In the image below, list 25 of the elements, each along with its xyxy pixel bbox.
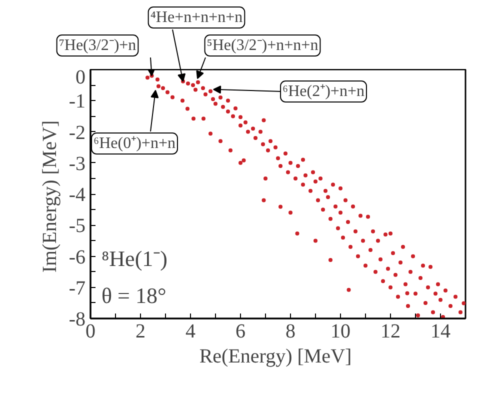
y-tick-label: -6: [68, 246, 86, 268]
annotation: θ = 18°: [102, 283, 166, 308]
y-tick-label: -1: [68, 90, 86, 113]
x-tick-label: 8: [286, 320, 296, 342]
x-tick-label: 14: [430, 320, 450, 342]
y-tick-label: 0: [76, 66, 86, 88]
x-tick-label: 2: [136, 320, 146, 342]
y-tick-label: -7: [68, 277, 86, 300]
annotation: ⁶He(0⁺)+n+n: [94, 135, 176, 152]
x-tick-label: 10: [330, 320, 350, 342]
y-axis-title: Im(Energy) [MeV]: [38, 120, 61, 273]
x-tick-label: 6: [236, 320, 246, 342]
x-axis-title: Re(Energy) [MeV]: [199, 346, 352, 368]
annotation: ⁶He(2⁺)+n+n: [282, 83, 364, 100]
annotation: ⁴He+n+n+n+n: [150, 9, 243, 26]
y-tick-label: -8: [68, 308, 86, 330]
annotation: ⁷He(3/2⁻)+n: [58, 37, 136, 54]
x-tick-label: 4: [186, 320, 196, 342]
annotation: ⁵He(3/2⁻)+n+n+n: [206, 37, 318, 54]
y-tick-label: -5: [68, 215, 86, 238]
y-tick-label: -4: [68, 184, 86, 206]
y-tick-label: -2: [68, 122, 86, 144]
annotation: ⁸He(1⁻): [102, 246, 168, 271]
y-tick-label: -3: [68, 152, 86, 175]
x-tick-label: 12: [380, 320, 400, 342]
